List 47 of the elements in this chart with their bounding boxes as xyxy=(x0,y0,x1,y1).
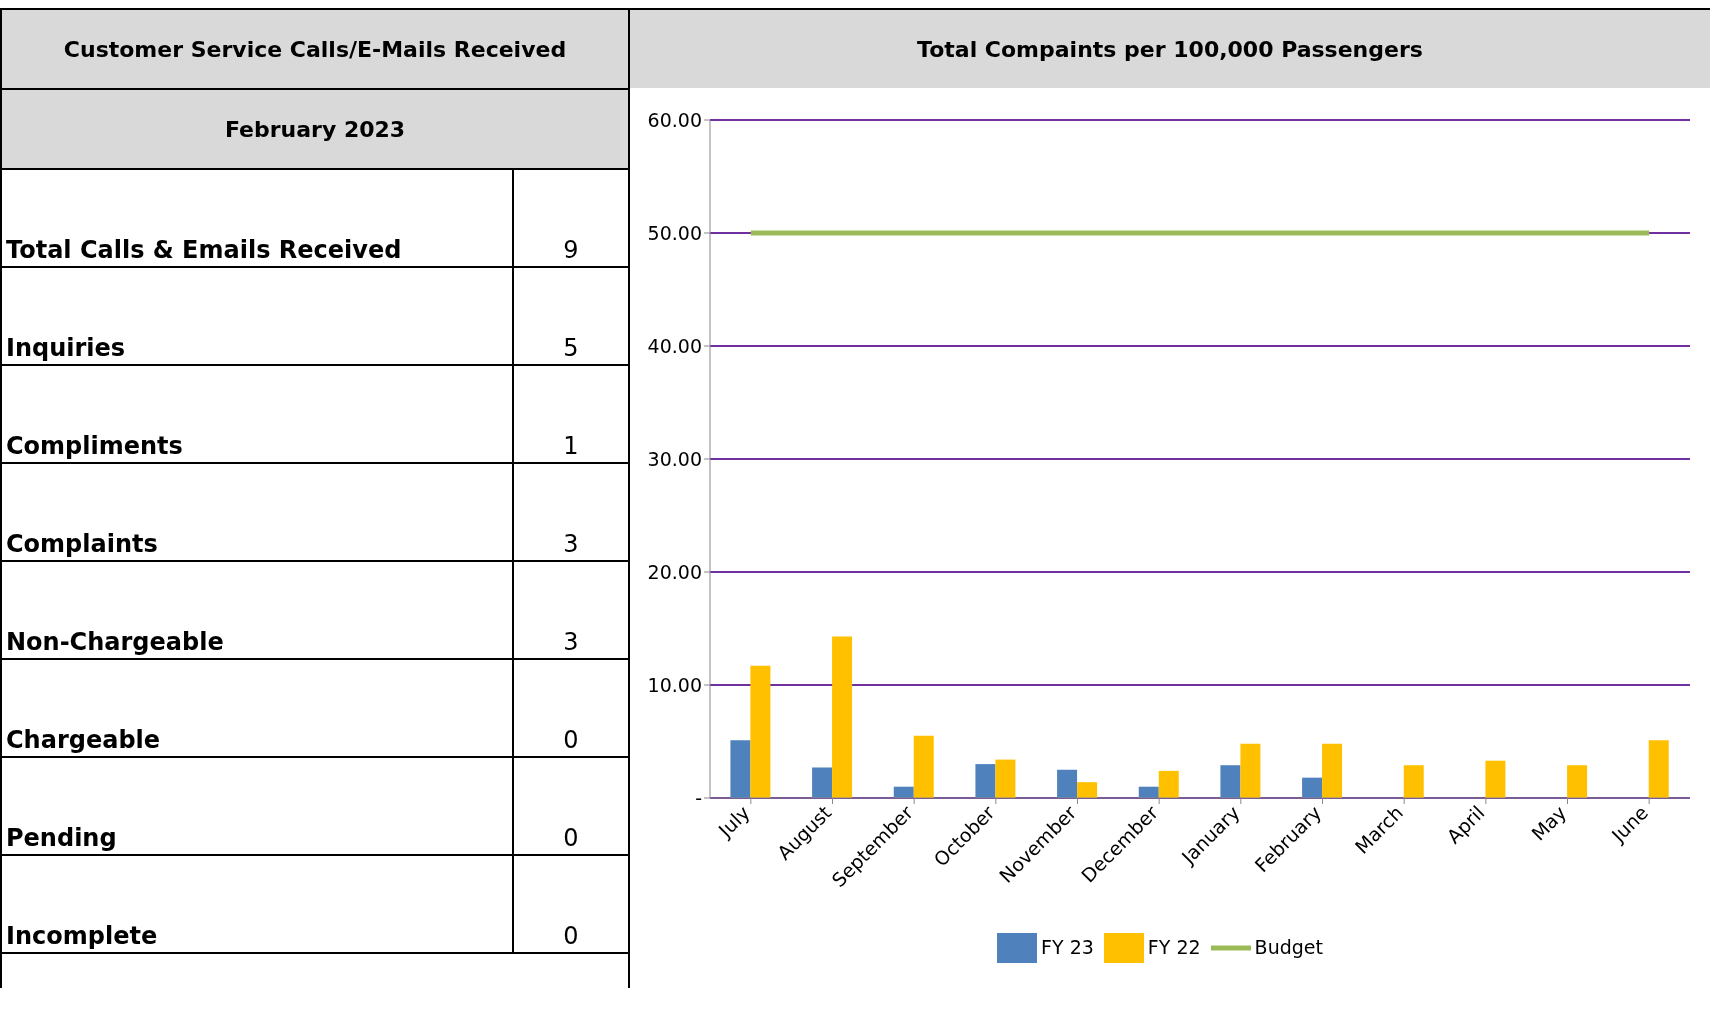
bar xyxy=(1322,743,1343,798)
chart-title: Total Compaints per 100,000 Passengers xyxy=(630,8,1710,88)
legend-label: FY 23 xyxy=(1041,935,1094,958)
data-label: 0 xyxy=(562,921,580,952)
category-label: Inquiries xyxy=(2,268,514,364)
bar xyxy=(1057,769,1078,798)
bar xyxy=(1567,765,1588,798)
category-label: Chargeable xyxy=(2,660,514,756)
bar xyxy=(730,740,751,798)
bar xyxy=(1648,740,1669,798)
category-label: Pending xyxy=(2,758,514,854)
y-tick-label: 60.00 xyxy=(647,108,702,131)
category-label: Non-Chargeable xyxy=(2,562,514,658)
category-label: Complaints xyxy=(2,464,514,560)
bar xyxy=(1240,743,1261,798)
text: February 2023 xyxy=(2,90,628,170)
bar xyxy=(913,735,934,798)
bar xyxy=(832,636,853,798)
bar xyxy=(975,764,996,798)
y-tick-label: 10.00 xyxy=(647,673,702,696)
data-label: 3 xyxy=(562,529,580,560)
data-label: 1 xyxy=(562,431,580,462)
bar xyxy=(812,767,833,798)
bar xyxy=(1403,765,1424,798)
category-label: Compliments xyxy=(2,366,514,462)
category-label: Total Calls & Emails Received xyxy=(2,170,514,266)
y-tick-label: - xyxy=(695,786,702,809)
bar xyxy=(1302,777,1323,798)
bar xyxy=(1220,765,1241,798)
data-label: 5 xyxy=(562,333,580,364)
y-tick-label: 40.00 xyxy=(647,334,702,357)
bar xyxy=(1485,760,1506,798)
y-tick-label: 30.00 xyxy=(647,447,702,470)
bar xyxy=(750,665,771,798)
text: Customer Service Calls/E-Mails Received xyxy=(2,8,628,90)
legend-label: FY 22 xyxy=(1147,935,1201,958)
y-tick-label: 20.00 xyxy=(647,560,702,583)
data-label: 0 xyxy=(562,823,580,854)
bar xyxy=(995,759,1016,798)
category-label: Incomplete xyxy=(2,856,514,952)
data-label: 0 xyxy=(562,725,580,756)
y-tick-label: 50.00 xyxy=(647,221,702,244)
legend-label: Budget xyxy=(1254,935,1323,958)
data-label: 9 xyxy=(562,235,580,266)
bar xyxy=(1077,782,1098,798)
data-label: 3 xyxy=(562,627,580,658)
bar xyxy=(1158,770,1179,798)
